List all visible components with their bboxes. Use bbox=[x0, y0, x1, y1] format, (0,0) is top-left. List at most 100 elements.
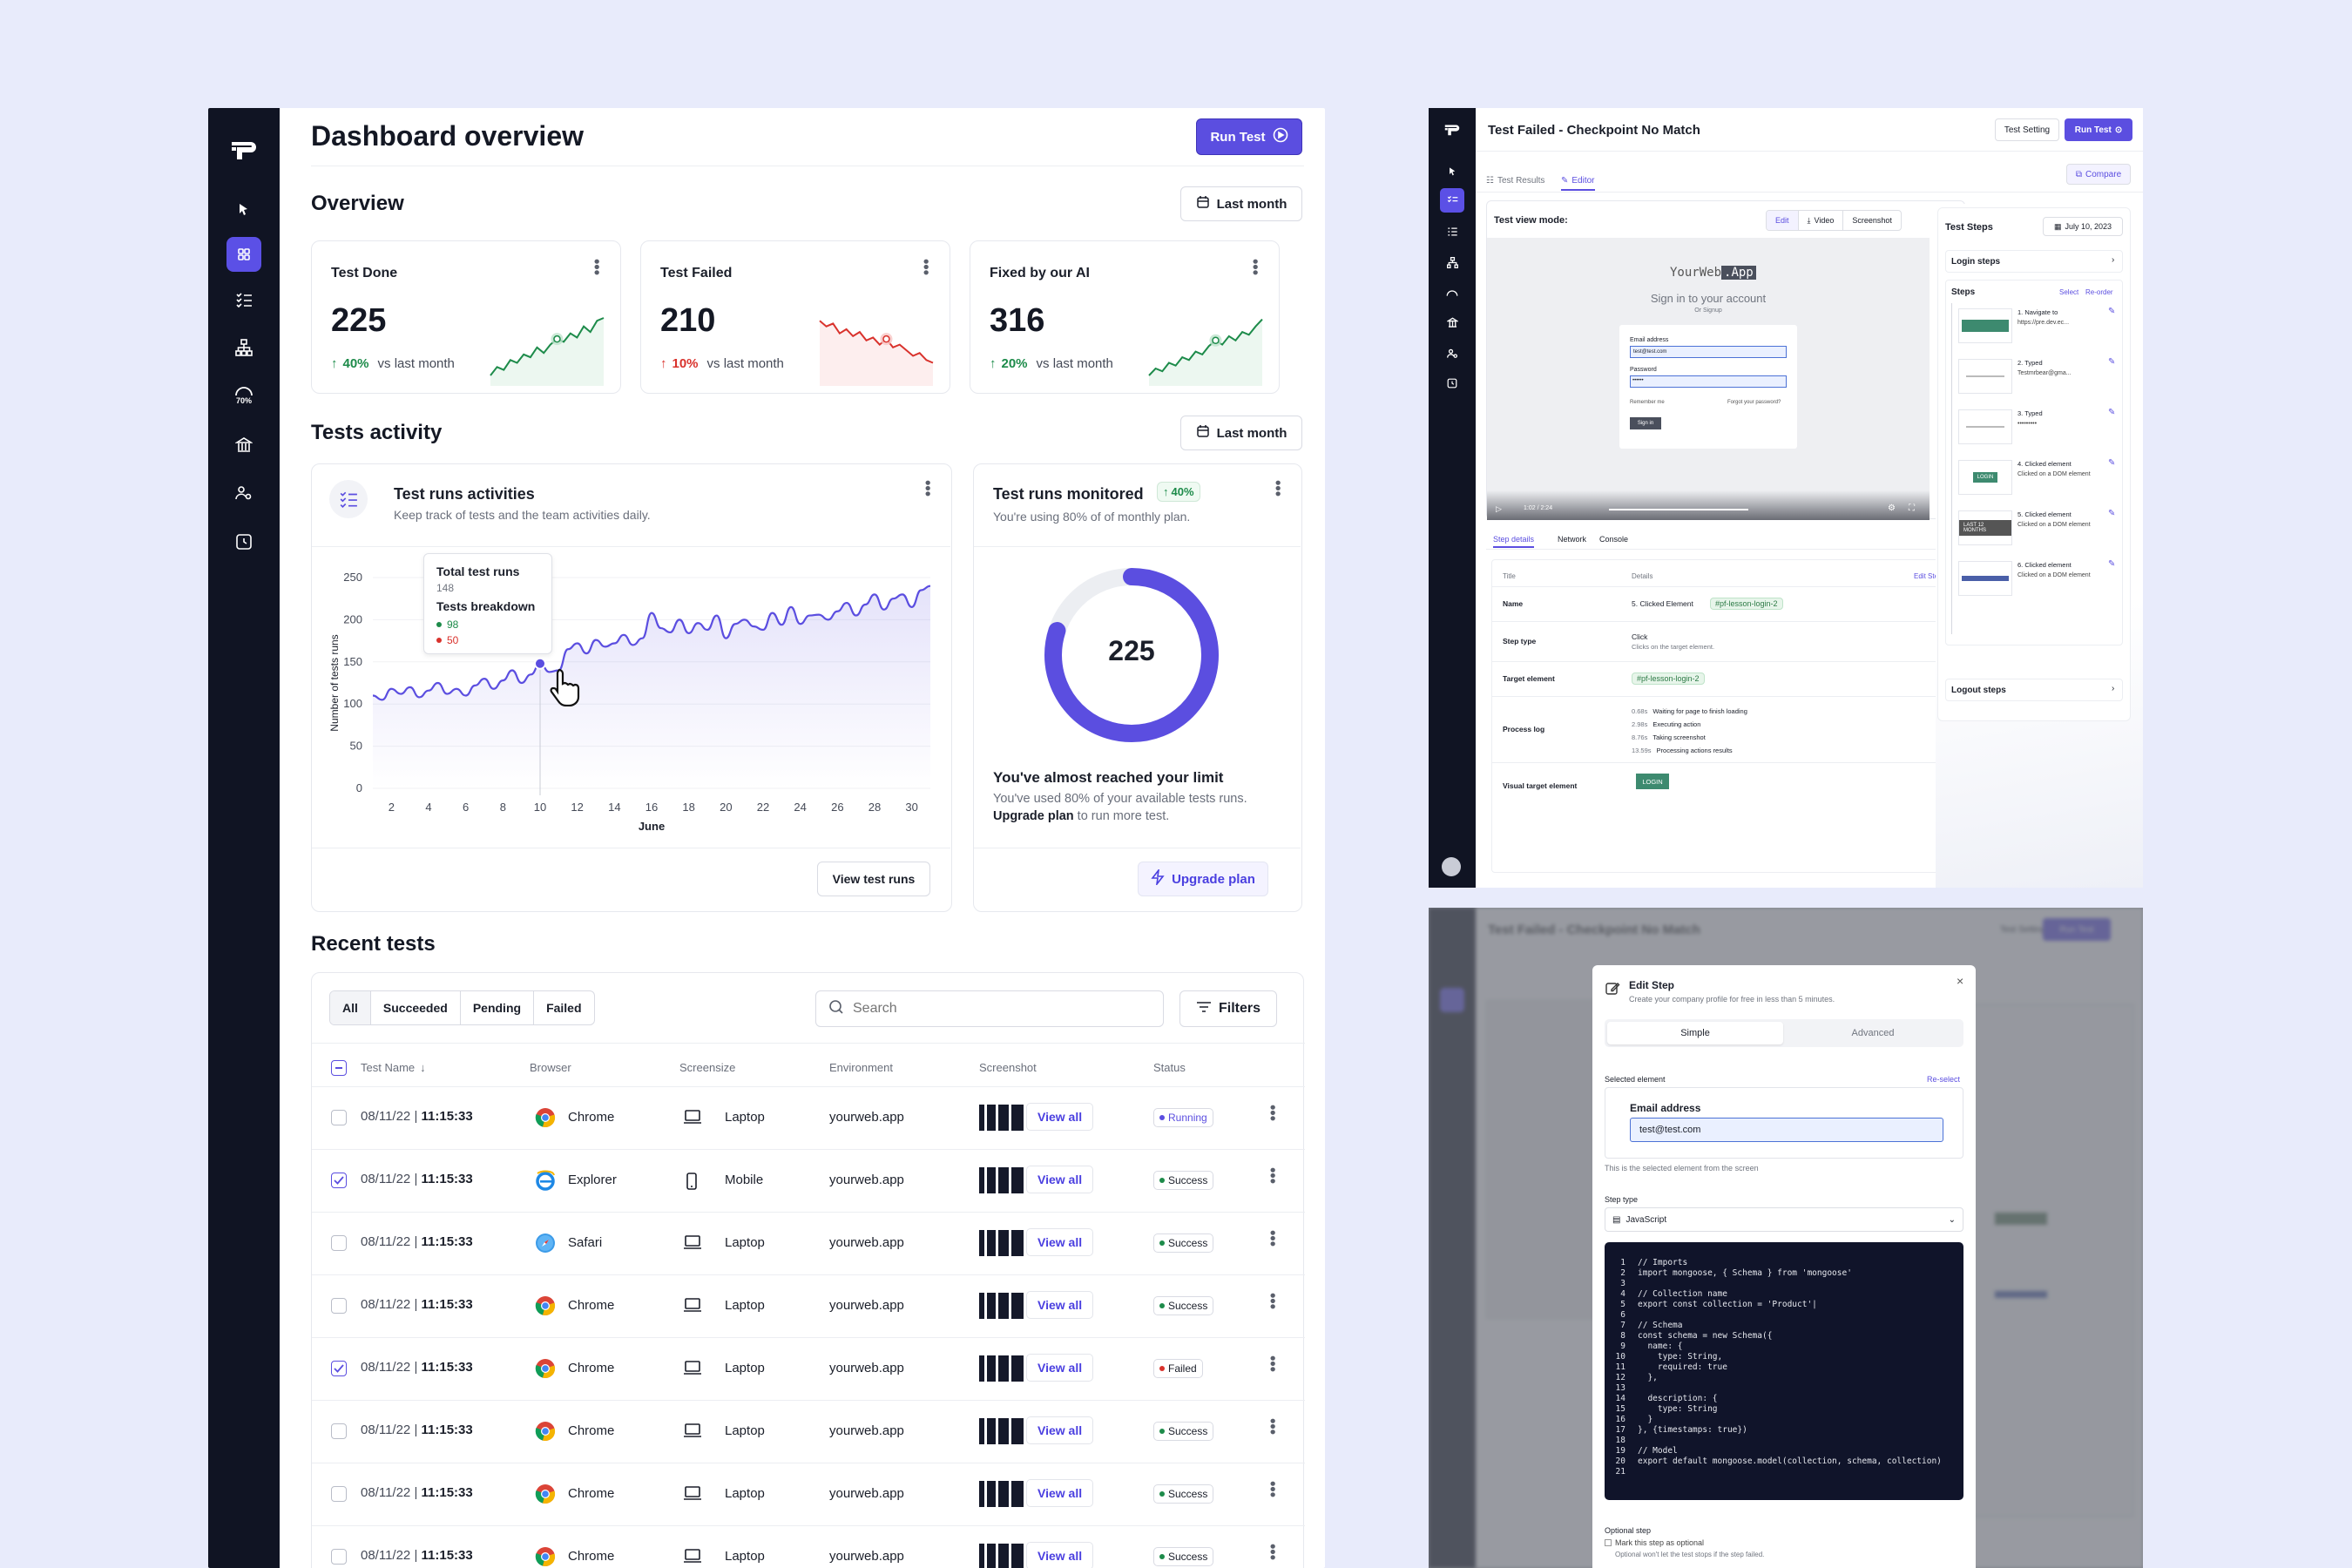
view-test-runs-button[interactable]: View test runs bbox=[817, 862, 930, 896]
select-link[interactable]: Select bbox=[2059, 288, 2079, 296]
table-row[interactable]: 08/11/22 | 11:15:33 Explorer Mobile yourweb… bbox=[312, 1149, 1305, 1212]
upgrade-plan-link[interactable]: Upgrade plan bbox=[993, 809, 1074, 823]
clock-icon[interactable] bbox=[1440, 371, 1464, 395]
table-row[interactable]: 08/11/22 | 11:15:33 Chrome Laptop yourweb.a… bbox=[312, 1337, 1305, 1400]
row-more-icon[interactable]: ••• bbox=[1264, 1418, 1281, 1435]
col-test-name[interactable]: Test Name ↓ bbox=[361, 1061, 426, 1074]
view-all-button[interactable]: View all bbox=[1026, 1542, 1094, 1568]
edit-step-link[interactable]: Edit Step bbox=[1914, 572, 1943, 580]
tab-advanced[interactable]: Advanced bbox=[1851, 1028, 1895, 1038]
list-tree-icon[interactable] bbox=[1440, 220, 1464, 244]
bank-icon[interactable] bbox=[226, 428, 261, 463]
play-icon[interactable]: ▷ bbox=[1496, 504, 1502, 513]
screenshot-thumbnails[interactable] bbox=[979, 1167, 1024, 1193]
screenshot-thumbnails[interactable] bbox=[979, 1105, 1024, 1131]
view-all-button[interactable]: View all bbox=[1026, 1354, 1094, 1382]
gauge-icon[interactable] bbox=[1440, 280, 1464, 305]
screenshot-thumbnails[interactable] bbox=[979, 1293, 1024, 1319]
test-name[interactable]: 08/11/22 | 11:15:33 bbox=[361, 1485, 473, 1500]
screenshot-thumbnails[interactable] bbox=[979, 1544, 1024, 1568]
edit-icon[interactable]: ✎ bbox=[2108, 458, 2116, 468]
test-name[interactable]: 08/11/22 | 11:15:33 bbox=[361, 1548, 473, 1563]
editor-run-test-button[interactable]: Run Test ⊙ bbox=[2065, 118, 2132, 141]
view-all-button[interactable]: View all bbox=[1026, 1103, 1094, 1131]
view-mode-screenshot[interactable]: Screenshot bbox=[1842, 211, 1901, 230]
row-more-icon[interactable]: ••• bbox=[1264, 1230, 1281, 1247]
test-name[interactable]: 08/11/22 | 11:15:33 bbox=[361, 1423, 473, 1437]
logout-steps-row[interactable]: Logout steps › bbox=[1945, 679, 2123, 701]
upgrade-plan-button[interactable]: Upgrade plan bbox=[1138, 862, 1268, 896]
optional-checkbox[interactable] bbox=[1605, 1539, 1612, 1546]
bank-icon[interactable] bbox=[1440, 310, 1464, 335]
row-more-icon[interactable]: ••• bbox=[1264, 1355, 1281, 1372]
compare-button[interactable]: ⧉ Compare bbox=[2066, 164, 2131, 185]
screenshot-thumbnails[interactable] bbox=[979, 1355, 1024, 1382]
view-all-button[interactable]: View all bbox=[1026, 1416, 1094, 1444]
tab-test-results[interactable]: ☷ Test Results bbox=[1486, 176, 1544, 186]
sitemap-icon[interactable] bbox=[1440, 250, 1464, 274]
checklist-icon[interactable] bbox=[226, 282, 261, 317]
row-more-icon[interactable]: ••• bbox=[1264, 1167, 1281, 1184]
more-icon[interactable]: ••• bbox=[1247, 259, 1264, 275]
row-more-icon[interactable]: ••• bbox=[1264, 1293, 1281, 1309]
logo-icon[interactable] bbox=[1440, 118, 1464, 143]
logo-icon[interactable] bbox=[226, 134, 261, 169]
table-row[interactable]: 08/11/22 | 11:15:33 Chrome Laptop yourweb.a… bbox=[312, 1400, 1305, 1463]
more-icon[interactable]: ••• bbox=[919, 480, 936, 497]
step-item[interactable]: 3. Typed ••••••••• ✎ bbox=[1955, 404, 2120, 451]
optional-checkbox-row[interactable]: Mark this step as optional bbox=[1605, 1538, 1704, 1547]
overview-period-button[interactable]: Last month bbox=[1180, 186, 1302, 221]
filters-button[interactable]: Filters bbox=[1179, 990, 1277, 1027]
highlight-point[interactable] bbox=[534, 657, 546, 670]
table-row[interactable]: 08/11/22 | 11:15:33 Chrome Laptop yourweb.a… bbox=[312, 1274, 1305, 1337]
checklist-icon[interactable] bbox=[1440, 188, 1464, 213]
row-checkbox[interactable] bbox=[331, 1298, 347, 1314]
video-progress[interactable] bbox=[1609, 509, 1748, 510]
step-type-select[interactable]: ▤ JavaScript ⌄ bbox=[1605, 1207, 1963, 1232]
row-checkbox[interactable] bbox=[331, 1235, 347, 1251]
tab-step-details[interactable]: Step details bbox=[1493, 535, 1535, 548]
reselect-link[interactable]: Re-select bbox=[1927, 1075, 1961, 1084]
tab-network[interactable]: Network bbox=[1558, 535, 1587, 544]
row-checkbox[interactable] bbox=[331, 1549, 347, 1565]
edit-icon[interactable]: ✎ bbox=[2108, 357, 2116, 367]
table-row[interactable]: 08/11/22 | 11:15:33 Safari Laptop yourweb.a… bbox=[312, 1212, 1305, 1274]
row-checkbox[interactable] bbox=[331, 1423, 347, 1439]
element-chip[interactable]: #pf-lesson-login-2 bbox=[1710, 598, 1783, 610]
test-name[interactable]: 08/11/22 | 11:15:33 bbox=[361, 1172, 473, 1186]
gauge-icon[interactable]: 70% bbox=[226, 378, 261, 413]
avatar[interactable] bbox=[1442, 857, 1461, 876]
code-editor[interactable]: 1 // Imports 2 import mongoose, { Schema } … bbox=[1605, 1242, 1963, 1500]
view-all-button[interactable]: View all bbox=[1026, 1291, 1094, 1319]
edit-icon[interactable]: ✎ bbox=[2108, 559, 2116, 569]
view-mode-edit[interactable]: Edit bbox=[1767, 211, 1798, 230]
search-box[interactable] bbox=[815, 990, 1164, 1027]
table-row[interactable]: 08/11/22 | 11:15:33 Chrome Laptop yourweb.a… bbox=[312, 1463, 1305, 1525]
edit-icon[interactable]: ✎ bbox=[2108, 408, 2116, 417]
test-name[interactable]: 08/11/22 | 11:15:33 bbox=[361, 1360, 473, 1375]
edit-icon[interactable]: ✎ bbox=[2108, 509, 2116, 518]
more-icon[interactable]: ••• bbox=[588, 259, 605, 275]
test-name[interactable]: 08/11/22 | 11:15:33 bbox=[361, 1109, 473, 1124]
test-name[interactable]: 08/11/22 | 11:15:33 bbox=[361, 1297, 473, 1312]
row-more-icon[interactable]: ••• bbox=[1264, 1105, 1281, 1121]
user-settings-icon[interactable] bbox=[1440, 341, 1464, 366]
user-settings-icon[interactable] bbox=[226, 476, 261, 510]
row-checkbox[interactable] bbox=[331, 1486, 347, 1502]
login-steps-row[interactable]: Login steps › bbox=[1945, 250, 2123, 273]
sitemap-icon[interactable] bbox=[226, 330, 261, 365]
clock-icon[interactable] bbox=[226, 524, 261, 559]
step-item[interactable]: LOGIN 4. Clicked element Clicked on a DOM … bbox=[1955, 455, 2120, 502]
filter-tab-failed[interactable]: Failed bbox=[546, 1001, 582, 1015]
test-setting-button[interactable]: Test Setting bbox=[1995, 118, 2059, 141]
activity-period-button[interactable]: Last month bbox=[1180, 416, 1302, 450]
reorder-link[interactable]: Re-order bbox=[2085, 288, 2113, 296]
screenshot-thumbnails[interactable] bbox=[979, 1230, 1024, 1256]
row-checkbox[interactable] bbox=[331, 1361, 347, 1376]
screenshot-thumbnails[interactable] bbox=[979, 1481, 1024, 1507]
table-row[interactable]: 08/11/22 | 11:15:33 Chrome Laptop yourweb.a… bbox=[312, 1525, 1305, 1568]
row-more-icon[interactable]: ••• bbox=[1264, 1481, 1281, 1497]
select-all-checkbox[interactable] bbox=[331, 1060, 347, 1076]
filter-tab-pending[interactable]: Pending bbox=[461, 991, 535, 1024]
more-icon[interactable]: ••• bbox=[1269, 480, 1287, 497]
